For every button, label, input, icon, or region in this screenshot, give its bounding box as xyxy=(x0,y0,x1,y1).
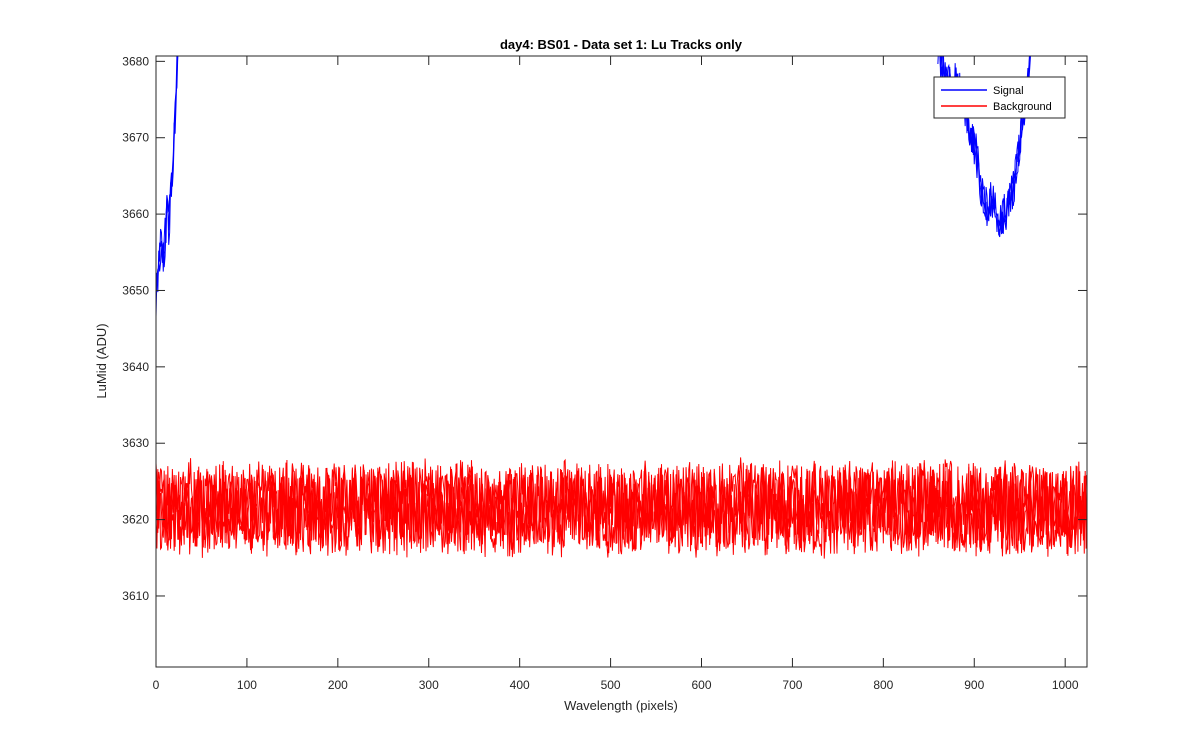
x-tick-label: 500 xyxy=(601,678,621,692)
y-tick-label: 3670 xyxy=(122,131,149,145)
y-tick-label: 3630 xyxy=(122,436,149,450)
signal-series-layer xyxy=(156,56,1031,318)
x-axis-label: Wavelength (pixels) xyxy=(564,698,678,713)
legend-signal-label: Signal xyxy=(993,85,1024,97)
plot-frame xyxy=(155,55,1088,668)
y-tick-label: 3620 xyxy=(122,513,149,527)
x-tick-label: 200 xyxy=(328,678,348,692)
y-axis-label: LuMid (ADU) xyxy=(94,323,109,398)
background-series-layer xyxy=(156,457,1087,559)
background-trace xyxy=(156,457,1087,558)
x-tick-label: 0 xyxy=(153,678,160,692)
y-tick-label: 3610 xyxy=(122,589,149,603)
y-tick-label: 3650 xyxy=(122,283,149,297)
x-tick-label: 800 xyxy=(873,678,893,692)
x-tick-label: 900 xyxy=(964,678,984,692)
y-axis: 3610 3620 3630 3640 3650 3660 3670 3680 xyxy=(122,54,1087,603)
legend-background-label: Background xyxy=(993,101,1052,113)
plot-area xyxy=(156,56,1087,667)
x-tick-label: 1000 xyxy=(1052,678,1079,692)
x-tick-label: 700 xyxy=(782,678,802,692)
y-tick-label: 3640 xyxy=(122,360,149,374)
x-tick-label: 600 xyxy=(691,678,711,692)
y-tick-label: 3680 xyxy=(122,54,149,68)
y-tick-label: 3660 xyxy=(122,207,149,221)
x-tick-label: 100 xyxy=(237,678,257,692)
x-tick-label: 300 xyxy=(419,678,439,692)
x-axis: 0 100 200 300 400 500 600 700 800 900 1000 xyxy=(153,56,1079,692)
chart-title: day4: BS01 - Data set 1: Lu Tracks only xyxy=(500,37,743,52)
legend-box xyxy=(933,76,1066,119)
signal-trace xyxy=(156,56,179,282)
x-tick-label: 400 xyxy=(510,678,530,692)
legend[interactable]: Signal Background xyxy=(933,76,1066,119)
